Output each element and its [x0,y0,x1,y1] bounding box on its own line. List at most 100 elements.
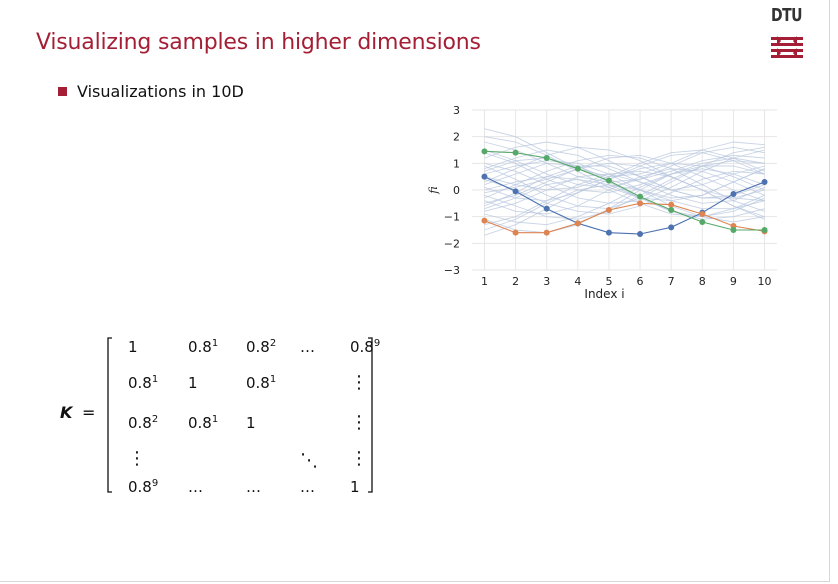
background-sample-line [484,168,765,226]
matrix-cell: … [300,478,315,496]
matrix-cell-base: 1 [188,374,198,392]
series-line-green [484,150,765,231]
matrix-cell-base: 0.8 [128,374,152,392]
data-point-green [761,227,768,233]
matrix-cell-base: 0.8 [188,338,212,356]
x-tick-label: 2 [512,275,519,288]
background-sample-line [484,184,765,231]
data-point-orange [512,229,519,236]
matrix-cell: ⋮ [128,450,146,468]
matrix-cell-base: 1 [350,478,360,496]
covariance-matrix: K = 1 0.81 0.82… 0.89 0.81 1 0.81 ⋮ 0.82 0.81 1 ⋮ ⋮ ⋱… [58,330,398,500]
data-point-blue [605,229,612,236]
data-point-orange [543,229,550,236]
data-point-green [605,177,612,184]
data-point-green [512,149,519,156]
matrix-cell: 0.82 [128,414,158,432]
y-tick-label: 1 [453,157,460,170]
matrix-cell-base: 0.8 [246,374,270,392]
data-point-orange [574,220,581,227]
matrix-cell-base: … [246,478,261,496]
data-point-blue [512,188,519,195]
data-point-green [543,155,550,161]
data-point-blue [761,179,768,185]
matrix-cell-base: 0.8 [128,414,152,432]
background-sample-line [484,176,765,218]
x-tick-label: 10 [758,275,772,288]
matrix-cell: 0.82 [246,338,276,356]
logo-text: DTU [771,6,803,26]
matrix-cell-exponent: 2 [269,338,277,349]
data-point-orange [699,211,706,217]
data-point-blue [730,191,737,197]
data-point-blue [481,173,488,180]
y-tick-label: −2 [444,237,460,250]
matrix-cell: 1 [188,374,198,392]
y-tick-label: 3 [453,104,460,117]
x-tick-label: 1 [481,275,488,288]
matrix-cell: … [300,338,315,356]
matrix-cell: 1 [128,338,138,356]
dtu-logo-mark-icon [771,36,803,58]
x-tick-label: 9 [730,275,737,288]
matrix-cell-exponent: 2 [151,414,159,425]
matrix-cell: 0.89 [128,478,158,496]
slide-title: Visualizing samples in higher dimensions [36,30,481,55]
x-axis-label: Index i [584,287,624,301]
data-point-blue [668,224,675,231]
data-point-green [574,165,581,172]
matrix-cell-exponent: 1 [151,374,159,385]
matrix-cell-exponent: 9 [151,478,159,489]
series-line-orange [484,202,765,234]
background-sample-line [484,178,765,218]
matrix-cell: ⋱ [300,450,318,471]
data-point-orange [668,201,675,208]
background-sample-line [484,136,765,202]
matrix-cell-base: ⋮ [128,448,146,469]
matrix-cell-base: 0.8 [350,338,374,356]
matrix-cell-base: … [300,338,315,356]
data-point-blue [637,231,644,237]
background-sample-line [484,152,765,202]
matrix-cell: ⋮ [350,450,368,468]
matrix-cell-base: ⋱ [300,450,318,471]
dtu-logo: DTU [771,6,803,58]
matrix-cell-base: 1 [246,414,256,432]
background-sample-line [484,154,765,212]
background-sample-line [484,160,765,223]
background-sample-line [484,157,765,234]
x-tick-label: 6 [637,275,644,288]
matrix-cell-base: 0.8 [128,478,152,496]
matrix-cell-base: ⋮ [350,448,368,469]
data-point-green [481,148,488,155]
x-tick-label: 3 [543,275,550,288]
matrix-cell-base: ⋮ [350,412,368,433]
background-sample-line [484,168,765,215]
y-axis-label: fi [427,186,440,194]
matrix-cell-exponent: 9 [373,338,381,349]
matrix-cell-base: 1 [128,338,138,356]
matrix-cell: 0.81 [188,414,218,432]
x-tick-label: 4 [574,275,581,288]
y-tick-label: −3 [444,264,460,277]
bullet-square-icon [58,87,67,96]
background-sample-line [484,146,765,202]
matrix-cell-exponent: 1 [269,374,277,385]
matrix-cell: 0.81 [128,374,158,392]
matrix-brackets [107,337,373,493]
matrix-cell: ⋮ [350,414,368,432]
matrix-cell: ⋮ [350,374,368,392]
data-point-orange [605,207,612,213]
y-tick-label: −1 [444,211,460,224]
data-point-green [637,193,644,200]
x-tick-label: 7 [668,275,675,288]
x-tick-label: 8 [699,275,706,288]
y-tick-label: 2 [453,131,460,144]
matrix-cell-base: 0.8 [246,338,270,356]
matrix-cell: 0.89 [350,338,380,356]
matrix-cell: … [246,478,261,496]
matrix-cell: 0.81 [188,338,218,356]
series-line-blue [484,176,765,235]
